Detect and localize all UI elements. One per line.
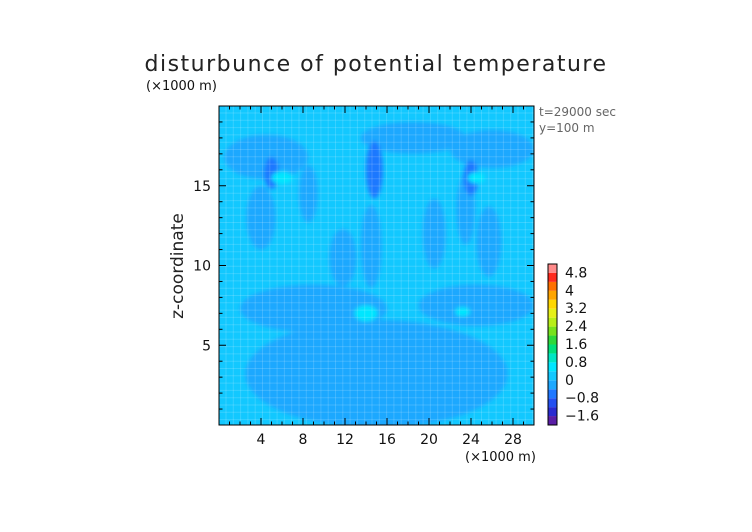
contour-region-4 [246,185,276,250]
contour-region-11 [450,129,534,169]
colorbar-swatch [548,371,557,381]
y-axis-unit: (×1000 m) [146,79,217,94]
contour-region-19 [467,172,485,184]
colorbar-swatch [548,281,557,291]
colorbar-label: 1.6 [565,337,587,353]
colorbar-label: 0.8 [565,355,587,371]
colorbar-border [547,263,558,426]
contour-region-2 [418,284,534,327]
x-axis: 4 8 12 16 20 24 28 [229,106,524,448]
colorbar-swatch [548,299,557,309]
colorbar-swatch [548,264,557,273]
colorbar-swatch [548,389,557,399]
chart-title: disturbunce of potential temperature [145,52,608,77]
x-tick-label: 8 [299,432,308,448]
colorbar-swatch [548,317,557,327]
time-annotation: t=29000 sec [539,105,616,119]
colorbar-swatch [548,344,557,354]
contour-region-10 [298,165,318,223]
colorbar-swatch [548,353,557,363]
colorbar-swatch [548,362,557,372]
plot-grid [219,106,534,425]
colorbar-swatch [548,290,557,300]
x-tick-label: 4 [257,432,266,448]
colorbar-label: −0.8 [565,391,599,407]
colorbar-swatch [548,308,557,318]
contour-region-7 [422,198,446,269]
x-tick-label: 24 [462,432,480,448]
colorbar-label: 0 [565,373,574,389]
x-axis-unit: (×1000 m) [465,450,536,465]
colorbar-swatch [548,335,557,345]
contour-region-12 [360,121,466,154]
colorbar-swatch [548,326,557,336]
colorbar-swatch [548,416,557,425]
y-position-annotation: y=100 m [539,121,595,135]
contour-region-17 [455,306,470,317]
colorbar-label: 2.4 [565,319,587,335]
x-tick-label: 16 [378,432,396,448]
contour-region-1 [240,284,387,333]
contour-region-8 [476,206,502,277]
y-tick-label: 15 [193,179,211,195]
contour-regions [224,121,534,425]
y-tick-label: 5 [202,338,211,354]
contour-region-18 [271,171,293,185]
contour-field [219,106,534,425]
contour-region-6 [360,204,382,288]
colorbar-swatch [548,398,557,408]
contour-region-0 [245,319,508,425]
colorbar-swatch [548,407,557,417]
colorbar-label: −1.6 [565,409,599,425]
x-tick-label: 12 [336,432,354,448]
y-axis-label: z-coordinate [168,213,188,319]
colorbar-label: 4.8 [565,265,587,281]
colorbar-label: 3.2 [565,301,587,317]
contour-region-5 [329,228,357,287]
x-tick-label: 20 [420,432,438,448]
contour-region-16 [354,305,378,322]
contour-region-3 [224,134,309,180]
x-tick-label: 28 [504,432,522,448]
colorbar: 4.8 4 3.2 2.4 1.6 0.8 0 −0.8 −1.6 [547,263,599,426]
colorbar-label: 4 [565,283,574,299]
y-axis: 5 10 15 [193,121,534,410]
contour-region-13 [366,141,383,199]
y-tick-label: 10 [193,259,211,275]
colorbar-swatch [548,272,557,282]
colorbar-swatch [548,380,557,390]
